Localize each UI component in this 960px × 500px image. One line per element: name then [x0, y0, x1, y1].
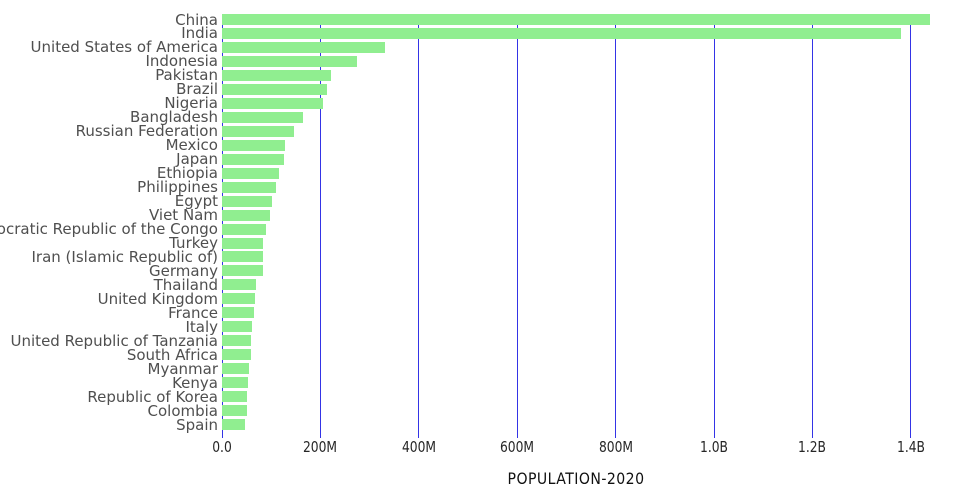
population-bar [222, 209, 270, 221]
country-label: Russian Federation [75, 122, 218, 141]
country-label: Thailand [153, 275, 218, 294]
population-bar [222, 321, 252, 333]
country-label: United Kingdom [97, 289, 218, 308]
country-label: Colombia [147, 401, 219, 420]
x-tick-label: 600M [500, 438, 535, 456]
population-bar [222, 251, 264, 263]
population-bar [222, 293, 256, 305]
country-label: Japan [176, 150, 218, 169]
population-bar [222, 14, 931, 25]
population-bar [222, 27, 901, 39]
population-bar [222, 265, 264, 277]
country-label: United States of America [30, 38, 218, 57]
population-bar [222, 307, 255, 319]
population-bar [222, 41, 385, 53]
country-label: Kenya [172, 373, 218, 392]
x-tick-label: 0.0 [212, 438, 232, 456]
country-label: Italy [185, 317, 218, 336]
population-bar [222, 153, 285, 165]
country-label: Iran (Islamic Republic of) [31, 247, 219, 266]
country-label: Myanmar [147, 359, 219, 378]
population-bar [222, 363, 249, 375]
population-bar [222, 377, 249, 389]
gridline-1.0B [713, 14, 715, 438]
population-bar [222, 391, 248, 403]
gridline-600M [516, 14, 518, 438]
population-bar [222, 55, 357, 67]
country-label: Germany [149, 261, 218, 280]
population-bar [222, 335, 252, 347]
population-bar [222, 83, 327, 95]
country-label: China [175, 10, 218, 29]
population-bar [222, 69, 331, 81]
country-label: South Africa [126, 345, 218, 364]
country-label: Turkey [169, 234, 218, 253]
country-label: Indonesia [145, 52, 218, 71]
x-tick-label: 1.2B [798, 438, 827, 456]
population-bar [222, 167, 279, 179]
country-label: United Republic of Tanzania [10, 331, 218, 350]
population-bar [222, 405, 248, 417]
population-bar [222, 279, 257, 291]
gridline-200M [319, 14, 321, 438]
country-label: Ethiopia [156, 164, 218, 183]
x-tick-label: 1.0B [699, 438, 729, 456]
population-bar [222, 237, 264, 249]
gridline-800M [615, 14, 617, 438]
country-label: Nigeria [164, 94, 218, 113]
country-label: Egypt [174, 192, 218, 211]
country-label: Viet Nam [148, 206, 218, 225]
population-bar [222, 195, 273, 207]
country-label: India [181, 24, 218, 43]
x-axis-title: POPULATION-2020 [507, 469, 645, 488]
gridline-1.4B [910, 14, 912, 438]
country-label: Mexico [165, 136, 218, 155]
x-tick-label: 1.4B [896, 438, 925, 456]
country-label: Spain [176, 415, 218, 434]
country-label: Brazil [176, 80, 218, 99]
gridline-400M [418, 14, 420, 438]
population-bar [222, 139, 286, 151]
population-bar [222, 125, 294, 137]
population-bar [222, 181, 276, 193]
population-bar [222, 349, 252, 361]
country-label: Democratic Republic of the Congo [0, 220, 218, 239]
population-bar [222, 223, 267, 235]
x-tick-label: 800M [598, 438, 633, 456]
gridline-1.2B [811, 14, 813, 438]
country-label: France [168, 303, 218, 322]
x-tick-label: 200M [303, 438, 338, 456]
country-label: Republic of Korea [87, 387, 218, 406]
country-label: Bangladesh [130, 108, 218, 127]
country-label: Philippines [137, 178, 218, 197]
country-label: Pakistan [155, 66, 218, 85]
x-tick-label: 400M [401, 438, 436, 456]
population-bar [222, 97, 324, 109]
population-bar [222, 419, 245, 431]
population-bar [222, 111, 304, 123]
